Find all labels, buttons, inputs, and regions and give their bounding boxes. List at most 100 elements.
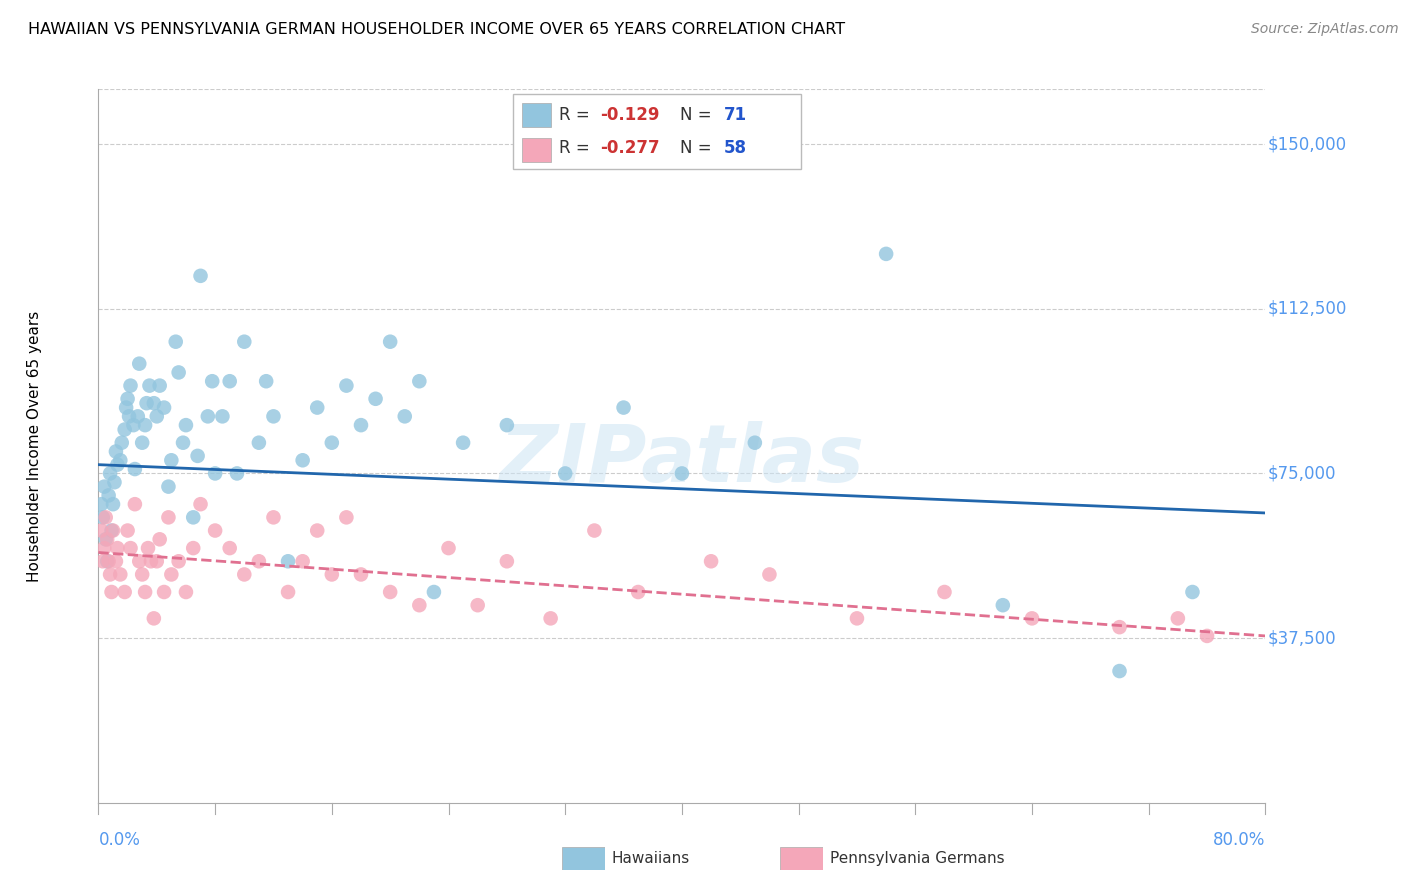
- Point: [172, 435, 194, 450]
- Point: [167, 554, 190, 568]
- Point: [120, 378, 142, 392]
- Point: [583, 524, 606, 538]
- Text: 71: 71: [724, 106, 747, 124]
- Text: ZIPatlas: ZIPatlas: [499, 421, 865, 500]
- Point: [700, 554, 723, 568]
- Text: Source: ZipAtlas.com: Source: ZipAtlas.com: [1251, 22, 1399, 37]
- Point: [139, 554, 162, 568]
- Point: [110, 453, 132, 467]
- Point: [262, 510, 284, 524]
- Point: [291, 554, 314, 568]
- Point: [93, 541, 115, 555]
- Point: [671, 467, 693, 481]
- Point: [101, 524, 124, 538]
- Point: [1181, 585, 1204, 599]
- Point: [423, 585, 446, 599]
- Point: [135, 396, 157, 410]
- Point: [451, 435, 474, 450]
- Point: [218, 541, 240, 555]
- Point: [233, 334, 256, 349]
- Point: [103, 475, 125, 490]
- Point: [94, 510, 117, 524]
- Point: [157, 510, 180, 524]
- Point: [138, 378, 160, 392]
- Point: [187, 449, 209, 463]
- Point: [111, 435, 134, 450]
- Point: [211, 409, 233, 424]
- Point: [105, 541, 128, 555]
- Point: [91, 510, 114, 524]
- Point: [146, 409, 169, 424]
- Text: -0.129: -0.129: [599, 106, 659, 124]
- Point: [90, 524, 112, 538]
- Point: [277, 554, 299, 568]
- Point: [165, 334, 187, 349]
- Point: [1195, 629, 1218, 643]
- Point: [94, 533, 117, 547]
- Point: [110, 567, 132, 582]
- Point: [91, 554, 114, 568]
- Point: [758, 567, 780, 582]
- Point: [167, 366, 190, 380]
- Text: $75,000: $75,000: [1268, 465, 1336, 483]
- Point: [136, 541, 159, 555]
- Point: [115, 401, 138, 415]
- Point: [321, 567, 343, 582]
- Point: [408, 374, 430, 388]
- Point: [131, 567, 153, 582]
- Point: [350, 567, 373, 582]
- Point: [204, 467, 226, 481]
- Text: Hawaiians: Hawaiians: [612, 852, 690, 866]
- Text: HAWAIIAN VS PENNSYLVANIA GERMAN HOUSEHOLDER INCOME OVER 65 YEARS CORRELATION CHA: HAWAIIAN VS PENNSYLVANIA GERMAN HOUSEHOL…: [28, 22, 845, 37]
- Point: [201, 374, 224, 388]
- Point: [262, 409, 284, 424]
- Point: [627, 585, 650, 599]
- Text: R =: R =: [560, 106, 591, 124]
- Point: [1108, 664, 1130, 678]
- Point: [93, 480, 115, 494]
- Point: [142, 396, 165, 410]
- Point: [142, 611, 165, 625]
- Point: [190, 497, 212, 511]
- Point: [174, 585, 197, 599]
- Point: [97, 554, 120, 568]
- Point: [204, 524, 226, 538]
- Point: [174, 418, 197, 433]
- Point: [105, 458, 128, 472]
- Point: [495, 554, 517, 568]
- Text: N =: N =: [681, 139, 711, 157]
- Point: [128, 554, 150, 568]
- Point: [181, 541, 204, 555]
- Point: [744, 435, 766, 450]
- Point: [1167, 611, 1189, 625]
- Text: $37,500: $37,500: [1268, 629, 1336, 647]
- Text: -0.277: -0.277: [599, 139, 659, 157]
- Point: [98, 467, 121, 481]
- Point: [845, 611, 868, 625]
- Text: R =: R =: [560, 139, 591, 157]
- Point: [181, 510, 204, 524]
- Point: [291, 453, 314, 467]
- Text: Pennsylvania Germans: Pennsylvania Germans: [830, 852, 1004, 866]
- Point: [277, 585, 299, 599]
- Point: [153, 585, 176, 599]
- Text: 0.0%: 0.0%: [98, 831, 141, 849]
- Point: [612, 401, 634, 415]
- FancyBboxPatch shape: [522, 103, 551, 127]
- Point: [247, 435, 270, 450]
- Point: [495, 418, 517, 433]
- Point: [120, 541, 142, 555]
- Point: [160, 453, 183, 467]
- Point: [467, 598, 489, 612]
- Text: 80.0%: 80.0%: [1213, 831, 1265, 849]
- Point: [114, 585, 136, 599]
- Point: [134, 418, 156, 433]
- FancyBboxPatch shape: [780, 847, 823, 870]
- Point: [122, 418, 145, 433]
- Point: [1021, 611, 1043, 625]
- Point: [394, 409, 416, 424]
- Point: [408, 598, 430, 612]
- Point: [114, 423, 136, 437]
- Point: [190, 268, 212, 283]
- Point: [321, 435, 343, 450]
